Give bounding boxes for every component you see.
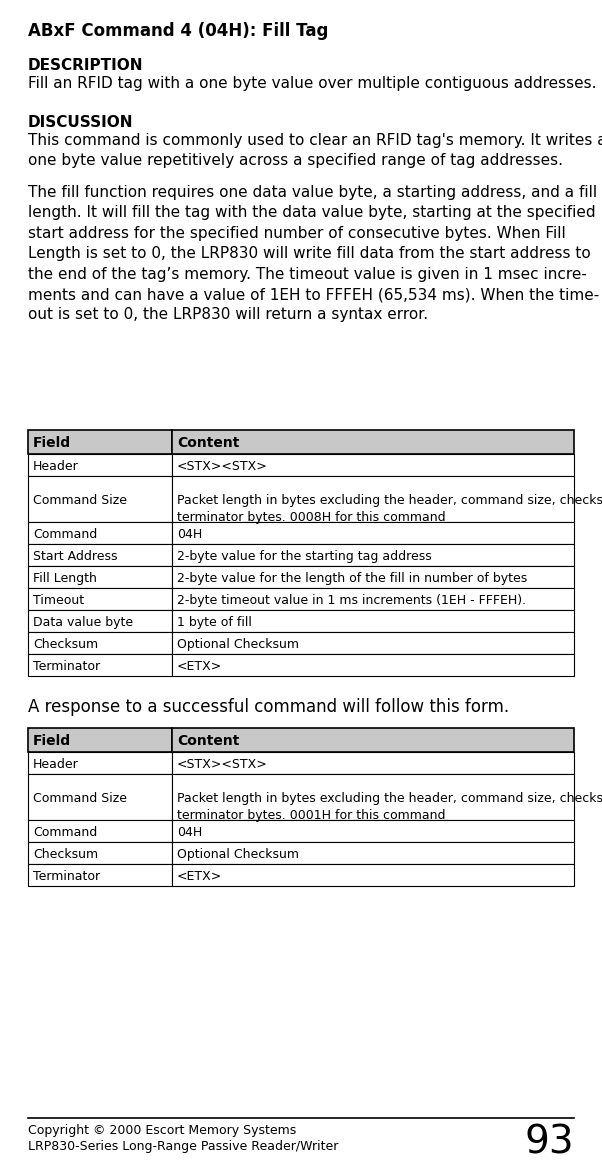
Text: Content: Content [177,436,240,450]
Bar [28,544,172,566]
Bar [172,476,574,522]
Bar [172,588,574,610]
Text: Command: Command [33,826,98,839]
Text: Optional Checksum: Optional Checksum [177,638,299,651]
Text: Content: Content [177,734,240,748]
Text: 2-byte value for the length of the fill in number of bytes: 2-byte value for the length of the fill … [177,572,527,584]
Bar [28,566,172,588]
Bar [172,820,574,842]
Bar [172,774,574,820]
Bar [172,654,574,676]
Text: The fill function requires one data value byte, a starting address, and a fill
l: The fill function requires one data valu… [28,185,599,322]
Bar [172,522,574,544]
Text: Checksum: Checksum [33,638,98,651]
Text: 93: 93 [524,1124,574,1162]
Bar [28,842,172,865]
Text: DESCRIPTION: DESCRIPTION [28,58,143,73]
Bar [28,654,172,676]
Text: 04H: 04H [177,528,202,541]
Bar [172,729,574,752]
Text: Header: Header [33,758,79,772]
Text: <ETX>: <ETX> [177,870,222,883]
Bar [28,476,172,522]
Text: Fill an RFID tag with a one byte value over multiple contiguous addresses.: Fill an RFID tag with a one byte value o… [28,76,597,91]
Text: Data value byte: Data value byte [33,616,133,629]
Bar [28,588,172,610]
Bar [28,774,172,820]
Bar [172,842,574,865]
Text: 2-byte timeout value in 1 ms increments (1EH - FFFEH).: 2-byte timeout value in 1 ms increments … [177,594,526,607]
Bar [28,865,172,885]
Text: 2-byte value for the starting tag address: 2-byte value for the starting tag addres… [177,550,432,564]
Text: <STX><STX>: <STX><STX> [177,758,268,772]
Text: Terminator: Terminator [33,660,100,673]
Text: A response to a successful command will follow this form.: A response to a successful command will … [28,698,509,716]
Text: Field: Field [33,436,71,450]
Text: <ETX>: <ETX> [177,660,222,673]
Text: ABxF Command 4 (04H): Fill Tag: ABxF Command 4 (04H): Fill Tag [28,22,328,40]
Text: Fill Length: Fill Length [33,572,97,584]
Bar [28,430,172,454]
Bar [28,454,172,476]
Bar [172,752,574,774]
Bar [172,566,574,588]
Text: Command: Command [33,528,98,541]
Text: Copyright © 2000 Escort Memory Systems: Copyright © 2000 Escort Memory Systems [28,1124,296,1136]
Text: Terminator: Terminator [33,870,100,883]
Bar [28,632,172,654]
Bar [172,632,574,654]
Text: Command Size: Command Size [33,494,127,507]
Bar [172,430,574,454]
Bar [28,820,172,842]
Text: DISCUSSION: DISCUSSION [28,115,134,130]
Text: Command Size: Command Size [33,792,127,805]
Text: Packet length in bytes excluding the header, command size, checksum and
terminat: Packet length in bytes excluding the hea… [177,494,602,524]
Text: Checksum: Checksum [33,848,98,861]
Text: Start Address: Start Address [33,550,117,564]
Text: 1 byte of fill: 1 byte of fill [177,616,252,629]
Text: 04H: 04H [177,826,202,839]
Text: Header: Header [33,460,79,473]
Text: This command is commonly used to clear an RFID tag's memory. It writes a
one byt: This command is commonly used to clear a… [28,132,602,168]
Text: Timeout: Timeout [33,594,84,607]
Bar [28,752,172,774]
Text: LRP830-Series Long-Range Passive Reader/Writer: LRP830-Series Long-Range Passive Reader/… [28,1140,338,1153]
Bar [172,610,574,632]
Bar [28,522,172,544]
Bar [172,544,574,566]
Text: Field: Field [33,734,71,748]
Text: Packet length in bytes excluding the header, command size, checksum and
terminat: Packet length in bytes excluding the hea… [177,792,602,822]
Bar [28,729,172,752]
Bar [28,610,172,632]
Text: <STX><STX>: <STX><STX> [177,460,268,473]
Text: Optional Checksum: Optional Checksum [177,848,299,861]
Bar [172,865,574,885]
Bar [172,454,574,476]
